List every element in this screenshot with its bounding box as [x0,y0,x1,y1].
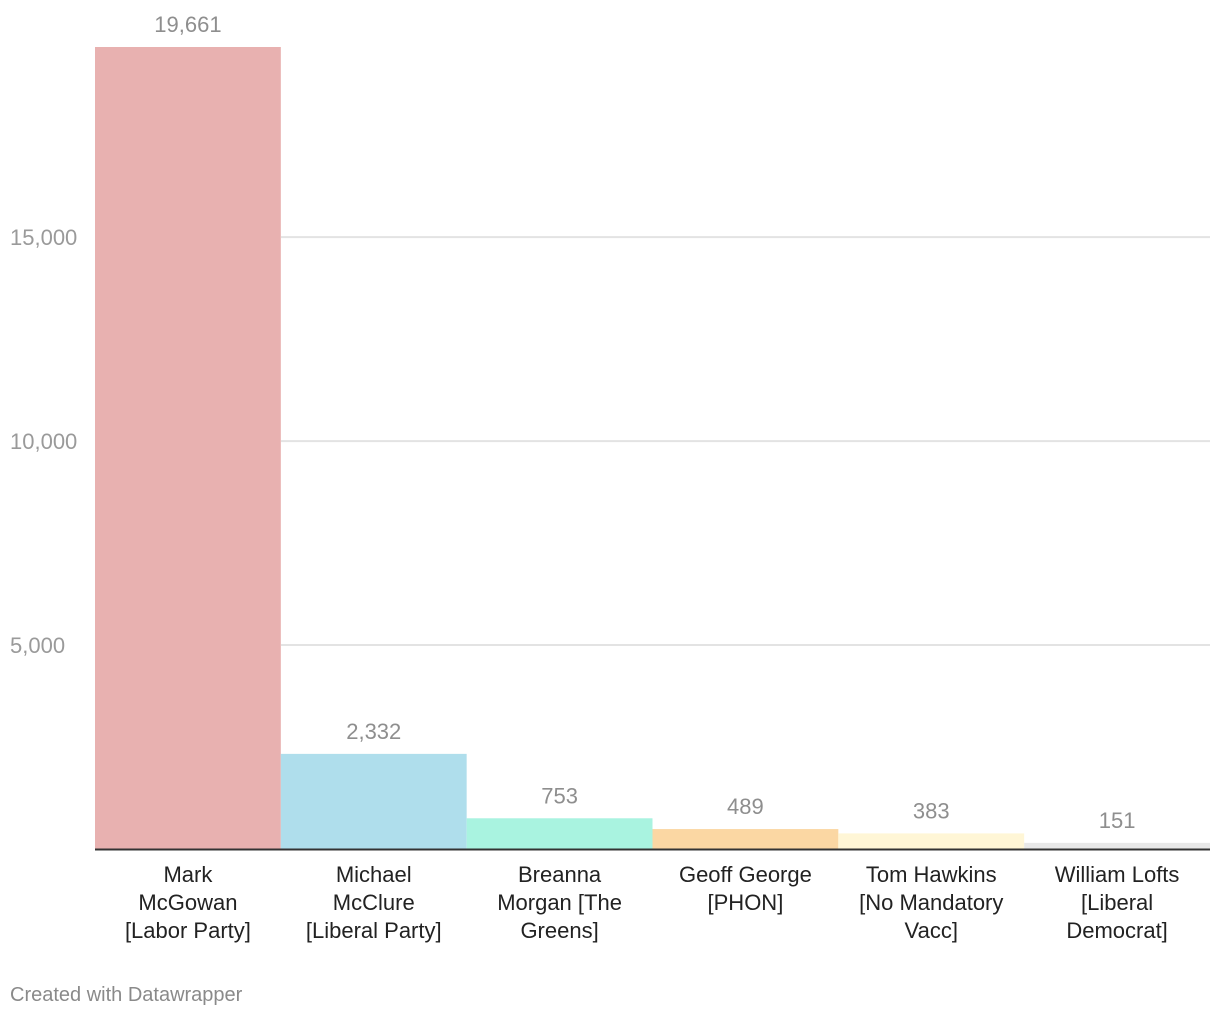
category-label-line: [Labor Party] [125,918,251,943]
category-label: Mark McGowan [Labor Party] [125,862,251,943]
bar-value-label: 753 [541,783,578,808]
category-label-line: [Liberal Party] [306,918,442,943]
value-labels: 19,661 2,332 753 489 383 151 [154,12,1135,833]
bar [1024,842,1210,849]
bar [95,47,281,849]
y-axis-tick-labels: 5,000 10,000 15,000 [10,225,77,658]
category-label: Breanna Morgan [The Greens] [497,862,622,943]
credit-text: Created with Datawrapper [10,984,243,1006]
bar [280,753,467,849]
bar-value-label: 383 [913,798,950,823]
category-label: William Lofts [Liberal Democrat] [1055,862,1180,943]
category-label-line: McClure [333,890,415,915]
category-label-line: [No Mandatory [859,890,1003,915]
category-label-line: Morgan [The [497,890,622,915]
y-tick-label: 10,000 [10,429,77,454]
bar-value-label: 489 [727,794,764,819]
bar [652,829,839,849]
category-label: Michael McClure [Liberal Party] [306,862,442,943]
bar-value-label: 2,332 [346,719,401,744]
bar [466,818,653,849]
category-labels: Mark McGowan [Labor Party] Michael McClure [L… [125,862,1179,943]
bar [838,833,1025,849]
category-label-line: Tom Hawkins [866,862,997,887]
bar-value-label: 151 [1099,808,1136,833]
category-label-line: Michael [336,862,412,887]
category-label-line: Breanna [518,862,602,887]
category-label-line: McGowan [138,890,237,915]
category-label-line: [Liberal [1081,890,1153,915]
bars [95,47,1210,849]
category-label-line: Democrat] [1066,918,1167,943]
bar-chart: 5,000 10,000 15,000 19,661 2,332 753 489 383 15… [10,12,1210,943]
category-label-line: William Lofts [1055,862,1180,887]
category-label: Tom Hawkins [No Mandatory Vacc] [859,862,1003,943]
bar-value-label: 19,661 [154,12,221,37]
category-label-line: Greens] [520,918,598,943]
category-label: Geoff George [PHON] [679,862,812,915]
category-label-line: Mark [163,862,213,887]
category-label-line: Vacc] [905,918,958,943]
y-tick-label: 5,000 [10,633,65,658]
category-label-line: [PHON] [708,890,784,915]
category-label-line: Geoff George [679,862,812,887]
gridlines [281,236,1210,647]
y-tick-label: 15,000 [10,225,77,250]
